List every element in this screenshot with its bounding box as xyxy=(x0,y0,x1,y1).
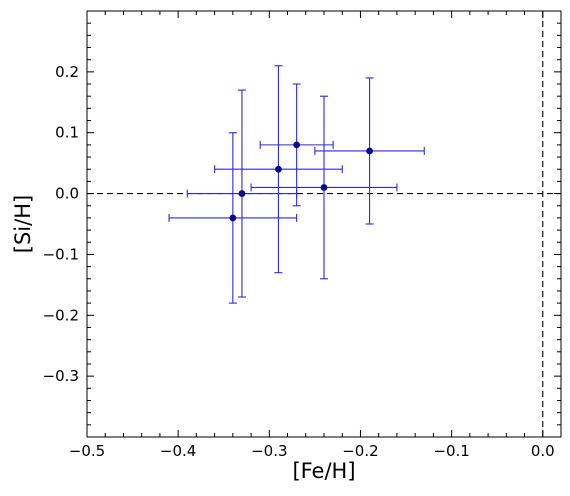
data-point xyxy=(366,147,373,155)
y-tick-label: 0.1 xyxy=(55,124,79,142)
data-point xyxy=(238,190,246,197)
x-tick-label: −0.1 xyxy=(433,442,469,460)
tick-labels: −0.5 −0.4 −0.3 −0.2 −0.1 0.0 −0.3 −0.2 −0.1 0.0 0.… xyxy=(43,63,555,460)
x-tick-label: −0.3 xyxy=(251,442,287,460)
data-point xyxy=(293,141,301,149)
y-tick-label: −0.1 xyxy=(43,245,79,263)
x-tick-label: −0.5 xyxy=(69,442,105,460)
y-tick-label: −0.2 xyxy=(43,306,79,324)
y-tick-label: −0.3 xyxy=(43,367,79,385)
y-tick-label: 0.0 xyxy=(55,185,79,203)
error-bars xyxy=(168,65,425,304)
y-axis-label: [Si/H] xyxy=(11,195,35,253)
x-tick-label: −0.4 xyxy=(160,442,196,460)
data-point xyxy=(275,165,282,173)
data-point xyxy=(229,214,237,222)
plot-frame xyxy=(86,10,562,438)
data-point xyxy=(320,184,328,191)
axis-ticks xyxy=(86,10,562,438)
y-tick-label: 0.2 xyxy=(55,63,79,81)
x-tick-label: 0.0 xyxy=(531,442,555,460)
reference-lines xyxy=(87,11,561,437)
x-tick-label: −0.2 xyxy=(342,442,378,460)
data-markers xyxy=(229,141,373,222)
x-axis-label: [Fe/H] xyxy=(292,459,355,483)
